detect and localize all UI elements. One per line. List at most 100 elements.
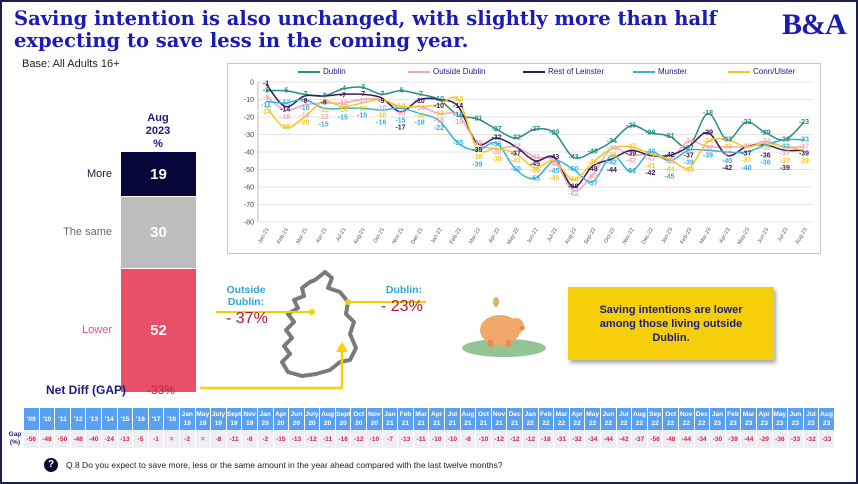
gap-value: -31 [554, 430, 569, 448]
net-diff-arrow [200, 348, 344, 390]
data-label: -14 [453, 103, 463, 110]
gap-period-line1: May [773, 411, 787, 418]
gap-period-header: Oct 21 [476, 408, 491, 430]
gap-value: -18 [538, 430, 554, 448]
data-label: -37 [511, 150, 521, 157]
data-label: -39 [626, 150, 636, 157]
data-label: -44 [664, 159, 674, 166]
y-tick-label: -20 [244, 115, 254, 122]
data-label: -50 [568, 166, 578, 173]
y-tick-label: -40 [244, 150, 254, 157]
gap-period-line1: Sept [336, 411, 351, 418]
column-header-month: Aug [147, 112, 169, 124]
data-label: -10 [299, 105, 309, 112]
dublin-value: - 23% [381, 298, 423, 315]
data-label: -21 [472, 115, 482, 122]
gap-value: -30 [710, 430, 725, 448]
x-tick-label: Aug-21 [353, 227, 367, 245]
gap-period-line1: '11 [58, 415, 67, 423]
gap-period-line1: Jul [619, 411, 629, 418]
x-tick-label: Aug-23 [795, 227, 809, 245]
data-label: -62 [568, 191, 578, 198]
series-line-conn-ulster [265, 96, 805, 181]
data-label: -12 [280, 100, 290, 107]
gap-header-spacer [7, 408, 23, 430]
gap-period-line2: 22 [666, 420, 675, 427]
gap-value: -40 [86, 430, 101, 448]
data-label: -44 [664, 166, 674, 173]
data-label: -39 [780, 165, 790, 172]
net-diff-label: Net Diff (GAP) [46, 383, 126, 397]
data-label: -41 [645, 156, 655, 163]
gap-period-line2: 22 [573, 420, 581, 427]
gap-period-header: Feb 21 [398, 408, 413, 430]
gap-period-line2: 20 [277, 420, 285, 427]
data-label: -9 [378, 98, 384, 105]
gap-value: -8 [460, 430, 476, 448]
x-tick-label: May-22 [506, 227, 520, 246]
gap-period-header: '18 [164, 408, 179, 430]
slide-title: Saving intention is also unchanged, with… [14, 7, 717, 52]
gap-period-line1: Jul [447, 411, 458, 418]
gap-period-header: Aug 21 [460, 408, 476, 430]
gap-period-line1: Apr [431, 411, 443, 418]
stack-segment-lower: 52 [121, 269, 196, 392]
data-label: -12 [319, 114, 329, 121]
y-tick-label: -50 [244, 167, 254, 174]
gap-period-header: Nov 20 [367, 408, 382, 430]
data-label: -31 [664, 133, 674, 140]
legend-item: Outside Dublin [408, 67, 485, 77]
x-tick-label: Jul-22 [546, 227, 559, 243]
gap-value: -1 [148, 430, 164, 448]
data-label: -10 [434, 96, 444, 103]
gap-period-line2: 22 [651, 420, 659, 427]
gap-value: -12 [523, 430, 538, 448]
series-line-rest-of-leinster [265, 83, 805, 188]
gap-table-value-row: Gap (%) -56 -48 -50 -48 -40 -24 -13 -5 -1 = -2 = -8 -1… [7, 430, 834, 448]
data-label: -35 [761, 145, 771, 152]
data-label: -34 [684, 138, 694, 145]
data-label: -8 [321, 100, 327, 107]
data-label: -50 [511, 166, 521, 173]
data-label: -5 [282, 87, 288, 94]
gap-value: -2 [179, 430, 195, 448]
data-label: -33 [780, 143, 790, 150]
data-label: -34 [761, 138, 771, 145]
y-tick-label: -70 [244, 202, 254, 209]
gap-value: -10 [445, 430, 460, 448]
data-label: -35 [472, 147, 482, 154]
gap-period-line1: Nov [243, 411, 256, 418]
gap-period-header: May 22 [585, 408, 600, 430]
gap-period-header: Mar 22 [554, 408, 569, 430]
gap-period-line1: Nov [492, 411, 506, 418]
gap-period-line2: 21 [401, 420, 410, 427]
data-label: -16 [376, 120, 386, 127]
gap-period-line1: Sep [649, 411, 662, 418]
gap-period-line2: 21 [433, 420, 441, 427]
data-label: -48 [588, 166, 598, 173]
gap-period-line1: Dec [695, 411, 708, 418]
data-label: -42 [607, 160, 617, 167]
data-label: -45 [549, 168, 559, 175]
brand-logo: B&A [782, 8, 847, 41]
gap-value: -33 [819, 430, 834, 448]
gap-value: -33 [788, 430, 803, 448]
data-label: -37 [684, 152, 694, 159]
x-tick-label: Apr-21 [315, 227, 328, 244]
x-tick-label: Oct-21 [373, 227, 386, 244]
gap-period-header: Jun 20 [289, 408, 304, 430]
x-tick-label: Jun-23 [757, 227, 771, 245]
gap-period-line1: Aug [321, 411, 334, 418]
data-label: -53 [588, 173, 598, 180]
gap-period-header: '14 [101, 408, 117, 430]
x-tick-label: Feb-21 [276, 227, 290, 245]
data-label: -14 [395, 103, 405, 110]
stack-label-the-same: The same [63, 226, 112, 238]
data-label: -60 [568, 184, 578, 191]
piggy-bank-icon [462, 297, 546, 357]
data-label: -45 [530, 161, 540, 168]
data-label: -33 [722, 136, 732, 143]
gap-period-line1: Oct [665, 411, 677, 418]
legend-label: Dublin [323, 67, 346, 76]
gap-period-line1: Mar [415, 411, 427, 418]
